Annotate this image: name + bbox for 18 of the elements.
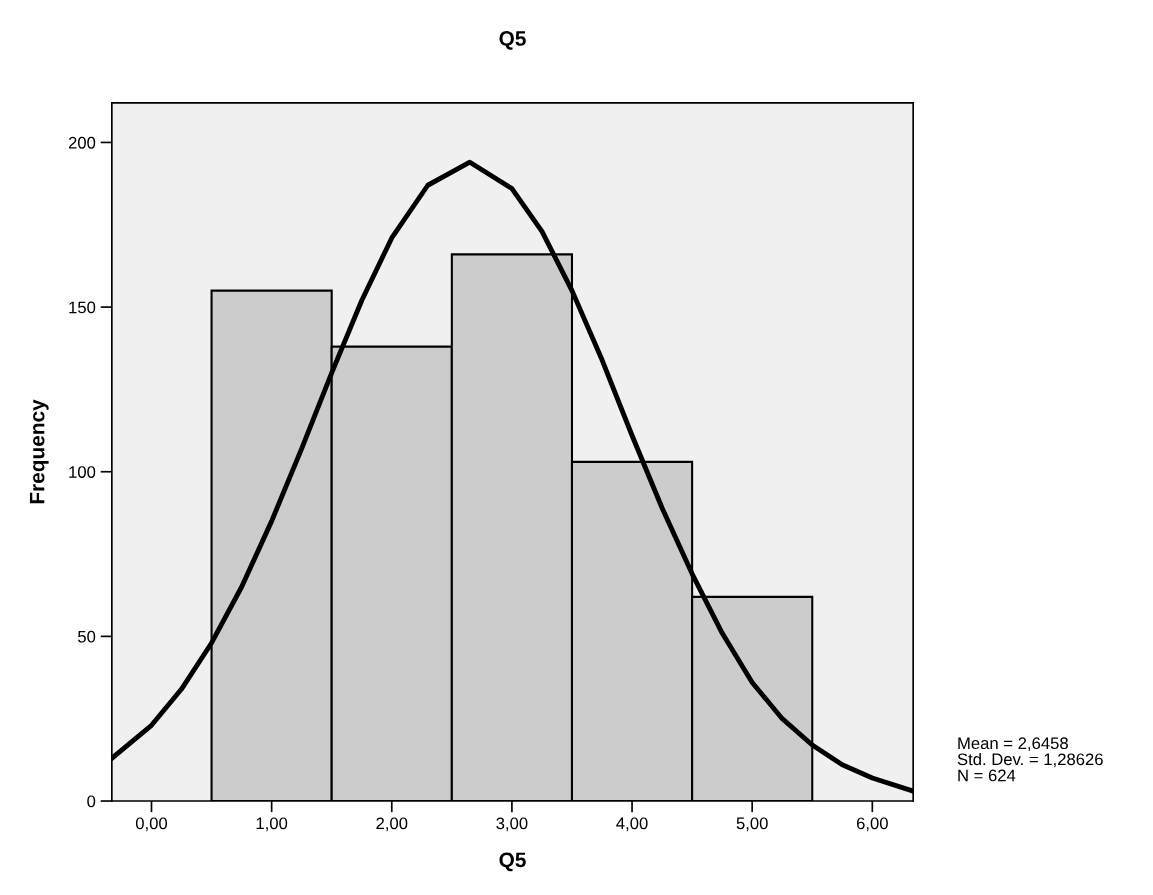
x-tick-label: 2,00 (376, 817, 408, 832)
y-tick-label: 100 (69, 466, 96, 478)
chart-title: Q5 (499, 31, 526, 50)
y-tick-label: 150 (69, 301, 96, 314)
y-axis-title: Frequency (29, 399, 49, 504)
x-tick-label: 4,00 (616, 817, 648, 832)
x-axis-title: Q5 (499, 852, 526, 872)
x-tick-label: 3,00 (496, 817, 528, 832)
text: Mean = 2,6458 (958, 737, 1068, 752)
y-tick-label: 50 (78, 630, 96, 643)
text: N = 624 (958, 769, 1016, 782)
text: Std. Dev. = 1,28626 (957, 752, 1103, 768)
y-tick-label: 0 (87, 795, 96, 808)
y-tick-label: 200 (68, 136, 96, 149)
x-tick-label: 6,00 (856, 817, 888, 832)
x-tick-label: 0,00 (135, 817, 168, 832)
x-tick-label: 1,00 (256, 817, 288, 832)
x-tick-label: 5,00 (736, 817, 768, 832)
